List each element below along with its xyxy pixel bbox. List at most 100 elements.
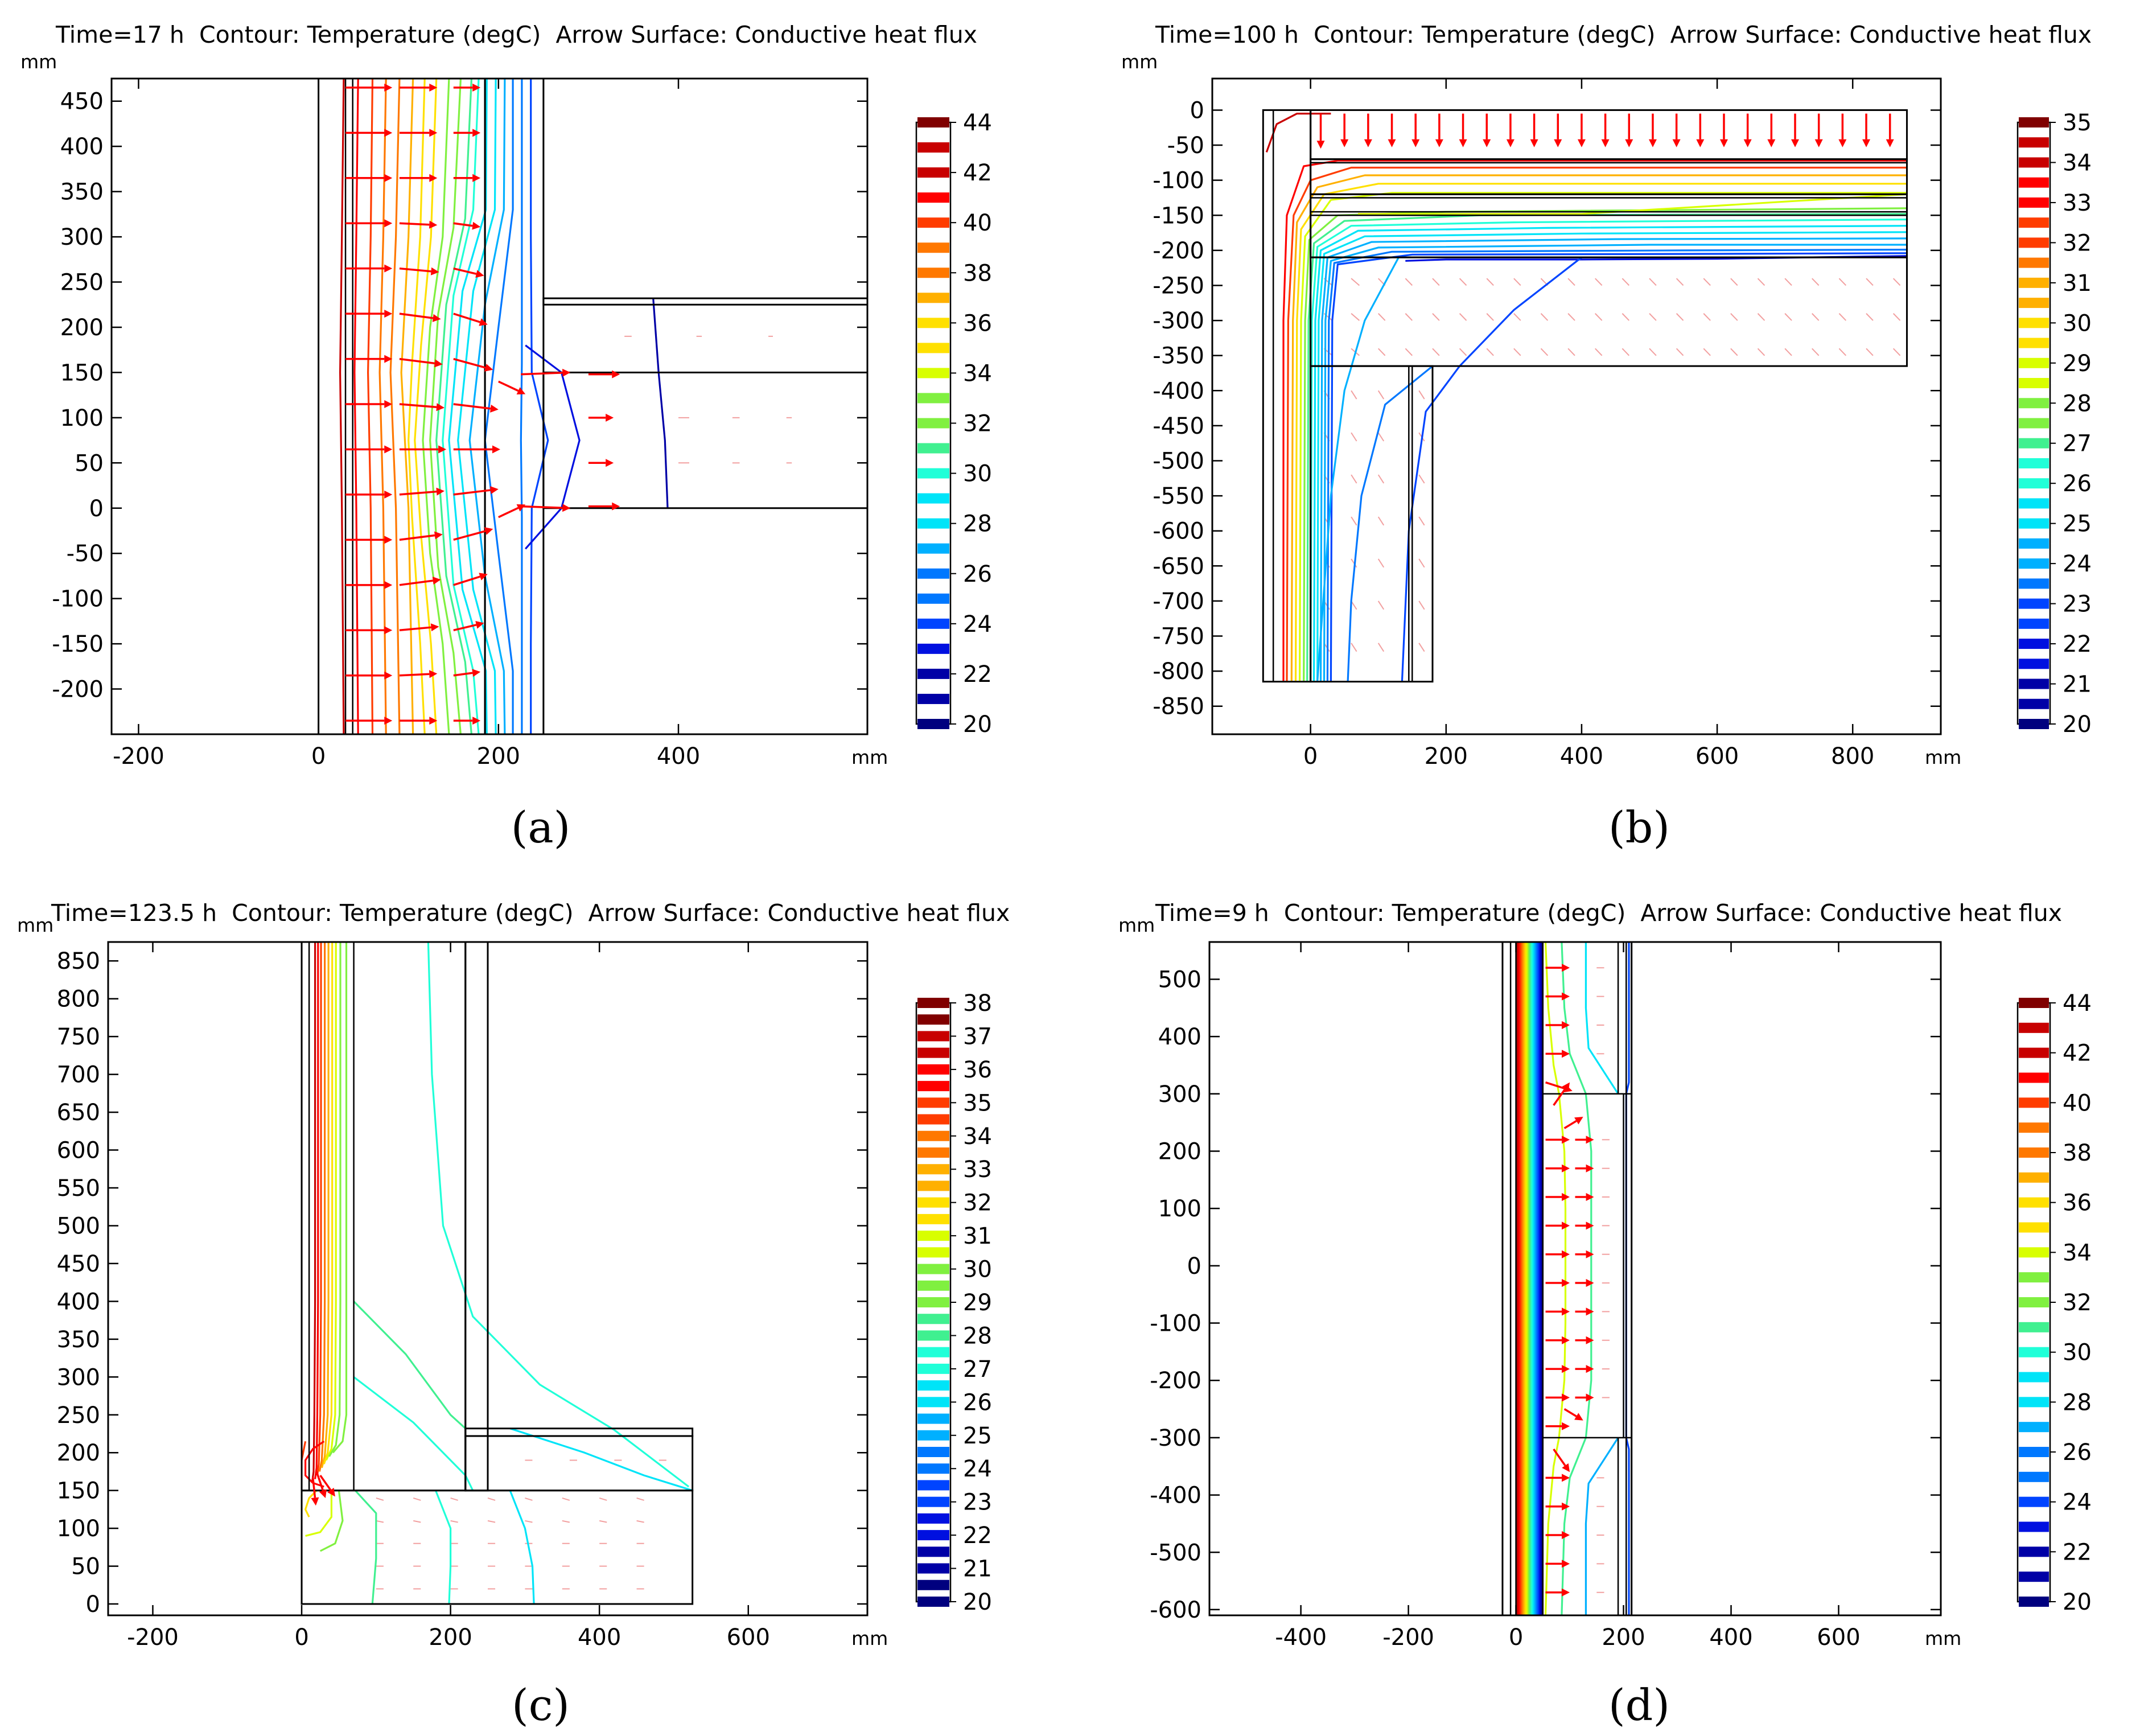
isotherm-33 xyxy=(422,79,450,734)
heat-flux-arrow xyxy=(399,531,443,541)
heat-flux-arrow-faint xyxy=(450,1498,458,1501)
isotherm-37 xyxy=(400,79,414,734)
heat-flux-arrow xyxy=(1553,1082,1570,1106)
heat-flux-arrow xyxy=(1435,113,1443,147)
isotherm-35.5 xyxy=(304,1440,325,1488)
colorbar-swatch xyxy=(2019,157,2049,168)
isotherm-35 xyxy=(316,942,322,1476)
y-tick-label: 150 xyxy=(57,1478,100,1504)
colorbar-swatch xyxy=(917,142,949,153)
y-tick-label: -50 xyxy=(1167,133,1204,159)
colorbar-label: 34 xyxy=(2063,1240,2092,1266)
colorbar-label: 29 xyxy=(2063,351,2092,377)
colorbar-label: 24 xyxy=(963,611,992,637)
y-tick-label: -600 xyxy=(1153,519,1204,545)
colorbar-swatch xyxy=(917,1031,949,1042)
colorbar-swatch xyxy=(917,1280,949,1291)
heat-flux-arrow xyxy=(1743,113,1752,147)
heat-flux-arrow xyxy=(453,486,499,496)
x-axis-unit: mm xyxy=(851,1627,888,1649)
heat-flux-arrow xyxy=(1575,1164,1594,1173)
colorbar-swatch xyxy=(2019,197,2049,208)
heat-flux-arrow-faint xyxy=(1540,313,1549,321)
colorbar-swatch xyxy=(2019,177,2049,188)
heat-flux-arrow xyxy=(345,83,393,92)
heat-flux-arrow-faint xyxy=(1377,516,1385,526)
heat-flux-arrow-faint xyxy=(1703,313,1711,321)
y-axis-unit: mm xyxy=(1121,51,1158,73)
heat-flux-arrow xyxy=(1545,1393,1570,1402)
heat-flux-arrow-faint xyxy=(1459,348,1467,356)
colorbar-swatch xyxy=(917,1231,949,1241)
y-tick-label: -550 xyxy=(1153,483,1204,509)
heat-flux-arrow-faint xyxy=(1892,348,1901,356)
heat-flux-arrow xyxy=(345,264,393,273)
heat-flux-arrow-faint xyxy=(1513,348,1521,356)
colorbar-label: 36 xyxy=(963,310,992,336)
x-tick-label: 400 xyxy=(578,1624,621,1651)
y-tick-label: 50 xyxy=(71,1554,100,1580)
isotherm-24 xyxy=(530,79,549,734)
colorbar-swatch xyxy=(917,543,949,554)
colorbar-label: 30 xyxy=(963,461,992,487)
colorbar-swatch xyxy=(2019,217,2049,228)
heat-flux-arrow xyxy=(1545,1336,1570,1344)
isotherm-28 xyxy=(1585,942,1619,1095)
heat-flux-arrow xyxy=(1719,113,1728,147)
heat-flux-arrow xyxy=(1553,1449,1570,1472)
colorbar-label: 20 xyxy=(963,1589,992,1615)
y-tick-label: 550 xyxy=(57,1175,100,1202)
heat-flux-arrow-faint xyxy=(1595,348,1603,356)
plot-area xyxy=(1501,942,1633,1615)
heat-flux-arrow xyxy=(1563,1117,1583,1129)
heat-flux-arrow-faint xyxy=(1676,348,1684,356)
x-tick-label: 200 xyxy=(477,743,520,770)
colorbar-swatch xyxy=(917,1363,949,1374)
x-tick-label: 600 xyxy=(1817,1624,1860,1651)
heat-flux-arrow xyxy=(345,174,393,182)
y-tick-label: 100 xyxy=(1158,1196,1201,1222)
y-tick-label: 500 xyxy=(1158,966,1201,993)
colorbar-swatch xyxy=(917,1579,949,1590)
colorbar-swatch xyxy=(2019,1322,2049,1332)
colorbar-label: 30 xyxy=(963,1257,992,1283)
heat-flux-arrow xyxy=(1545,1560,1570,1568)
colorbar-swatch xyxy=(2019,237,2049,248)
heat-flux-arrow xyxy=(345,219,393,228)
isotherm-25 xyxy=(1316,231,1907,682)
heat-flux-arrow-faint xyxy=(1649,348,1657,356)
heat-flux-arrow xyxy=(399,623,439,632)
colorbar-swatch xyxy=(917,167,949,178)
heat-flux-arrow-faint xyxy=(1676,313,1684,321)
y-tick-label: 0 xyxy=(86,1591,100,1618)
y-tick-label: 850 xyxy=(57,948,100,974)
isotherm-27 xyxy=(468,79,506,734)
isotherm-27.5 xyxy=(353,1376,474,1491)
heat-flux-arrow-faint xyxy=(1540,348,1549,356)
panel-c-caption: (c) xyxy=(512,1680,570,1730)
heat-flux-arrow xyxy=(1545,1588,1570,1597)
heat-flux-arrow xyxy=(1545,1307,1570,1316)
heat-flux-arrow xyxy=(453,174,481,182)
heat-flux-arrow xyxy=(1545,1365,1570,1373)
colorbar-swatch xyxy=(917,1447,949,1457)
heat-flux-arrow-faint xyxy=(1486,348,1494,356)
heat-flux-arrow xyxy=(498,380,526,394)
colorbar-swatch xyxy=(917,268,949,278)
colorbar-swatch xyxy=(2019,659,2049,669)
plot-frame xyxy=(1211,77,1942,735)
y-axis-unit: mm xyxy=(20,51,57,73)
heat-flux-arrow xyxy=(1814,113,1823,147)
colorbar-swatch xyxy=(917,1047,949,1058)
colorbar-swatch xyxy=(917,719,949,729)
isotherm-32 xyxy=(323,942,334,1465)
heat-flux-arrow xyxy=(315,1471,327,1498)
heat-flux-arrow xyxy=(453,129,481,137)
colorbar-label: 26 xyxy=(2063,1439,2092,1466)
colorbar-swatch xyxy=(2019,1521,2049,1532)
colorbar-label: 38 xyxy=(963,260,992,286)
plot-frame xyxy=(110,77,869,735)
isotherm-24 xyxy=(1316,257,1400,682)
heat-flux-arrow-faint xyxy=(1567,278,1575,286)
